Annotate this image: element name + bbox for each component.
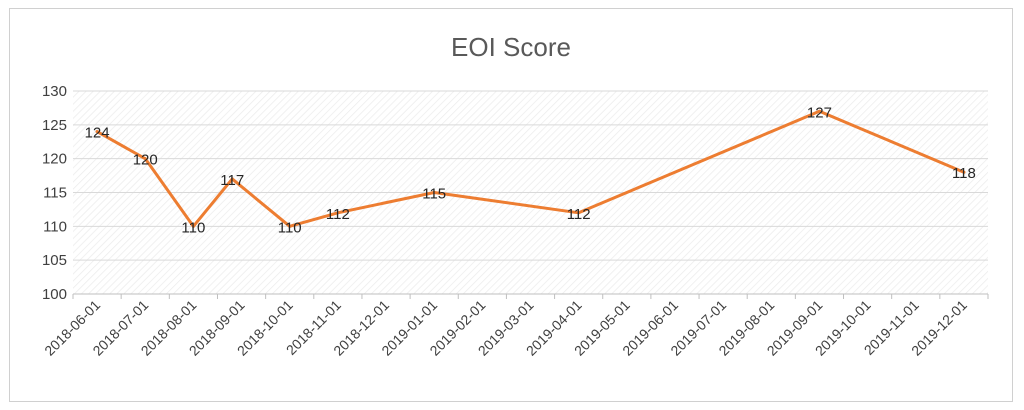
- y-tick-label: 105: [42, 252, 67, 269]
- data-point: [432, 191, 436, 194]
- data-point: [336, 211, 340, 215]
- axes: [72, 293, 989, 299]
- y-tick-label: 115: [43, 185, 67, 202]
- data-label: 117: [220, 172, 244, 189]
- gridlines: [73, 90, 988, 261]
- y-tick-label: 130: [42, 83, 67, 100]
- x-axis-tick-labels: 2018-06-012018-07-012018-08-012018-09-01…: [41, 297, 970, 359]
- y-tick-label: 100: [42, 286, 67, 303]
- data-label: 127: [807, 104, 832, 121]
- data-point: [288, 224, 292, 228]
- data-point: [577, 211, 581, 215]
- data-label: 110: [278, 219, 302, 236]
- data-label: 112: [567, 206, 591, 223]
- y-tick-label: 125: [42, 117, 67, 134]
- data-point: [962, 170, 966, 174]
- data-point: [191, 224, 195, 228]
- eoi-score-series: [95, 109, 966, 228]
- y-tick-label: 110: [43, 218, 67, 235]
- data-point: [143, 157, 147, 161]
- data-label: 120: [133, 152, 158, 169]
- data-label: 112: [326, 206, 350, 223]
- series-line: [95, 109, 966, 228]
- chart-title: EOI Score: [451, 32, 571, 62]
- data-label: 124: [85, 125, 110, 142]
- data-label: 110: [181, 219, 205, 236]
- data-point: [230, 177, 234, 181]
- y-axis-tick-labels: 100 105 110 115 120 125 130: [42, 83, 67, 303]
- data-labels: 124 120 110 117 110 112 115 112 127 118: [85, 104, 976, 236]
- data-label: 118: [952, 165, 976, 182]
- data-label: 115: [422, 186, 446, 203]
- data-point: [817, 109, 821, 113]
- y-tick-label: 120: [42, 151, 67, 168]
- data-point: [95, 130, 99, 134]
